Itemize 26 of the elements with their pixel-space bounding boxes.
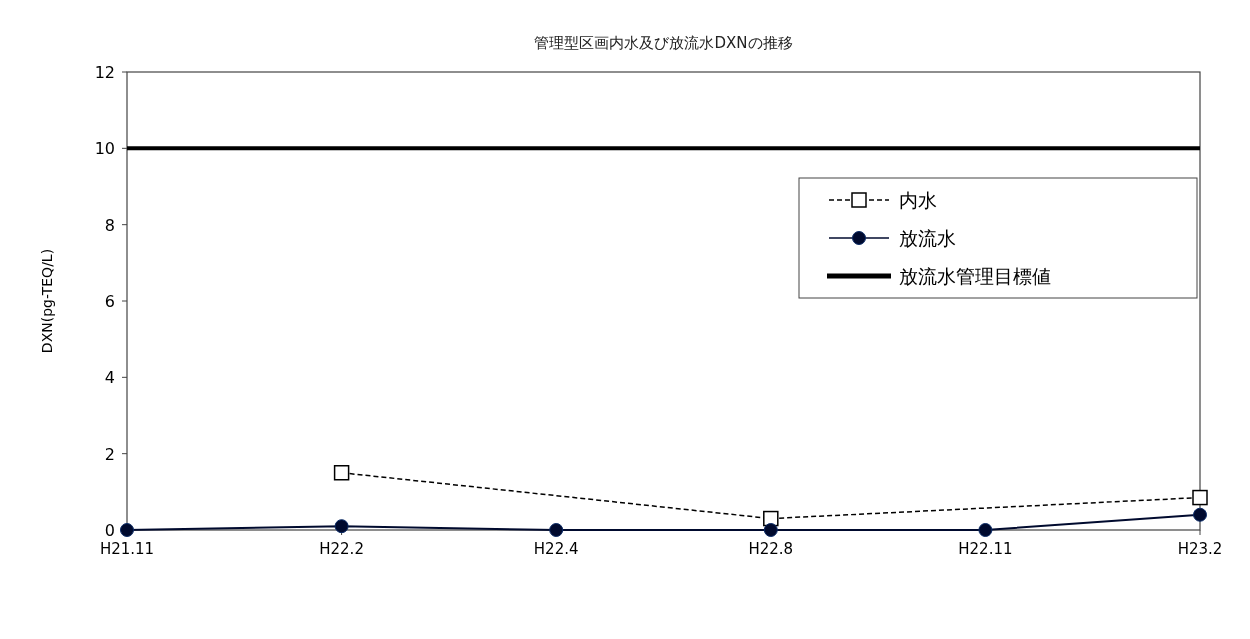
point [333,465,350,481]
y-tick-label: 10 [94,139,115,159]
point [763,523,778,537]
point [549,523,564,537]
legend-label: 放流水 [899,227,956,249]
y-axis-title: DXN(pg-TEQ/L) [39,248,55,354]
y-tick-label: 8 [104,215,115,235]
y-tick-label: 2 [104,444,115,464]
x-tick-label: H23.2 [1177,540,1223,558]
point [978,523,993,537]
point [1192,489,1208,506]
point [120,523,134,537]
legend-label: 内水 [899,189,937,211]
x-tick-label: H22.8 [748,540,794,558]
x-tick-label: H22.2 [319,540,364,558]
point [1193,507,1207,522]
y-tick-label: 4 [104,368,115,388]
x-tick-label: H22.11 [958,540,1013,558]
y-tick-label: 12 [94,63,115,82]
x-tick-label: H21.11 [99,540,155,558]
point [334,519,349,534]
y-tick-label: 6 [104,292,115,311]
y-tick-label: 0 [104,521,115,540]
legend-label: 放流水管理目標値 [899,265,1051,287]
chart-title: 管理型区画内水及び放流水DXNの推移 [534,34,793,52]
x-tick-label: H22.4 [533,540,579,558]
